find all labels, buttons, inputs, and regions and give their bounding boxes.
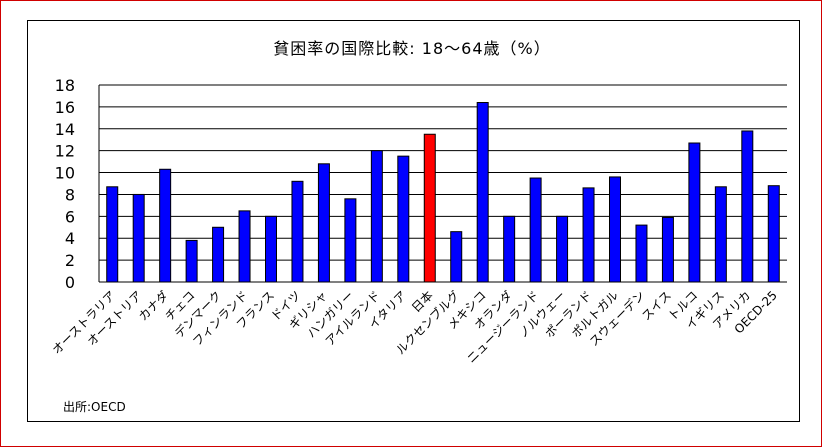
bar-5 [238, 210, 251, 283]
bar-12 [423, 133, 436, 283]
y-tick-label: 18 [55, 76, 75, 95]
bar-20 [635, 224, 648, 283]
bar-8 [317, 163, 330, 283]
bar-2 [159, 168, 172, 283]
chart-frame [27, 20, 800, 422]
y-tick-label: 16 [55, 98, 75, 117]
bar-9 [344, 198, 357, 283]
bar-6 [265, 215, 277, 283]
bar-24 [741, 130, 754, 283]
bar-13 [450, 231, 463, 283]
bar-11 [397, 155, 410, 283]
y-tick-label: 10 [55, 164, 75, 183]
y-tick-label: 2 [65, 251, 75, 270]
bar-4 [212, 226, 225, 283]
bar-14 [476, 102, 489, 283]
y-tick-label: 0 [65, 273, 75, 292]
bar-25 [767, 185, 780, 283]
bar-3 [185, 239, 198, 283]
y-tick-label: 6 [65, 207, 75, 226]
source-note: 出所:OECD [63, 400, 126, 414]
bar-17 [556, 215, 569, 283]
bar-16 [529, 177, 542, 283]
bar-22 [688, 142, 701, 283]
bar-18 [582, 187, 595, 283]
y-tick-label: 14 [55, 120, 75, 139]
bar-1 [132, 193, 145, 283]
bar-7 [291, 180, 304, 283]
y-tick-label: 12 [55, 142, 75, 161]
bar-23 [714, 186, 727, 283]
bar-19 [609, 176, 621, 283]
chart-title: 貧困率の国際比較: 18〜64歳（%） [273, 39, 551, 58]
bar-0 [106, 186, 119, 283]
y-tick-label: 4 [65, 229, 75, 248]
bar-15 [503, 215, 516, 283]
y-tick-label: 8 [65, 185, 75, 204]
bar-21 [661, 216, 674, 283]
bar-10 [370, 150, 383, 283]
